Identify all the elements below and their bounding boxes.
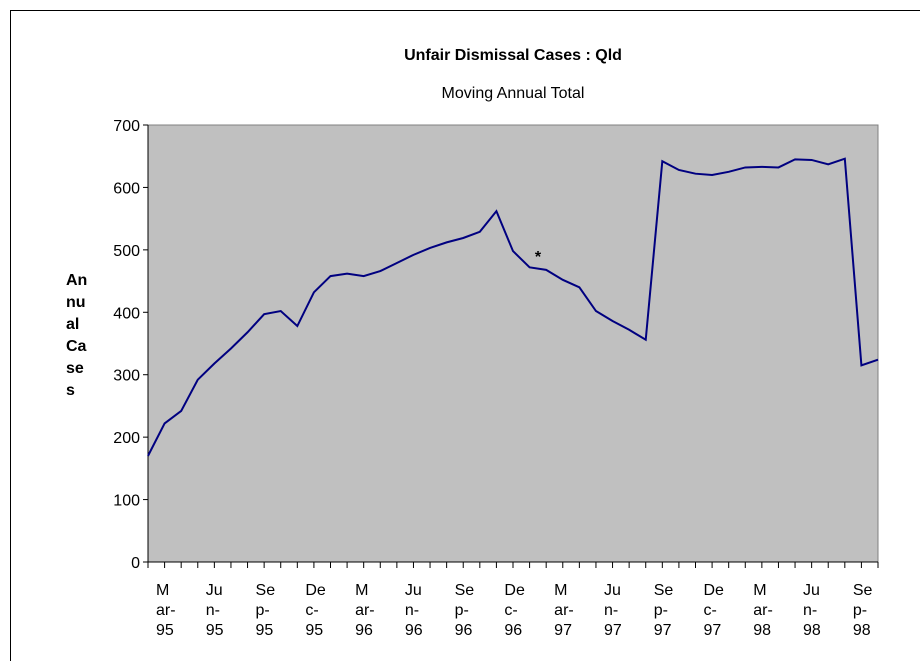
y-tick-label: 600 — [113, 180, 140, 197]
annotation: * — [535, 249, 542, 266]
y-tick-label: 700 — [113, 118, 140, 135]
y-tick-label: 300 — [113, 368, 140, 385]
x-tick-label: Se p-97 — [654, 582, 674, 639]
chart-subtitle: Moving Annual Total — [442, 85, 585, 102]
y-tick-label: 0 — [131, 555, 140, 572]
chart-title: Unfair Dismissal Cases : Qld — [404, 47, 622, 64]
plot-area — [147, 124, 879, 563]
y-tick-label: 100 — [113, 493, 140, 510]
x-tick-label: Se p-96 — [455, 582, 475, 639]
y-axis-label: An nu al Ca se s — [66, 272, 87, 399]
x-tick-label: De c-96 — [504, 582, 525, 639]
x-tick-label: Ju n-98 — [803, 582, 821, 639]
x-tick-label: De c-97 — [704, 582, 725, 639]
x-tick-label: Ju n-96 — [405, 582, 423, 639]
x-tick-label: Ju n-97 — [604, 582, 622, 639]
x-tick-label: Se p-95 — [256, 582, 276, 639]
x-tick-label: Ju n-95 — [206, 582, 224, 639]
y-tick-label: 400 — [113, 305, 140, 322]
y-tick-label: 500 — [113, 243, 140, 260]
series-line — [147, 157, 879, 457]
x-tick-label: Se p-98 — [853, 582, 873, 639]
y-tick-label: 200 — [113, 430, 140, 447]
x-tick-label: De c-95 — [305, 582, 326, 639]
